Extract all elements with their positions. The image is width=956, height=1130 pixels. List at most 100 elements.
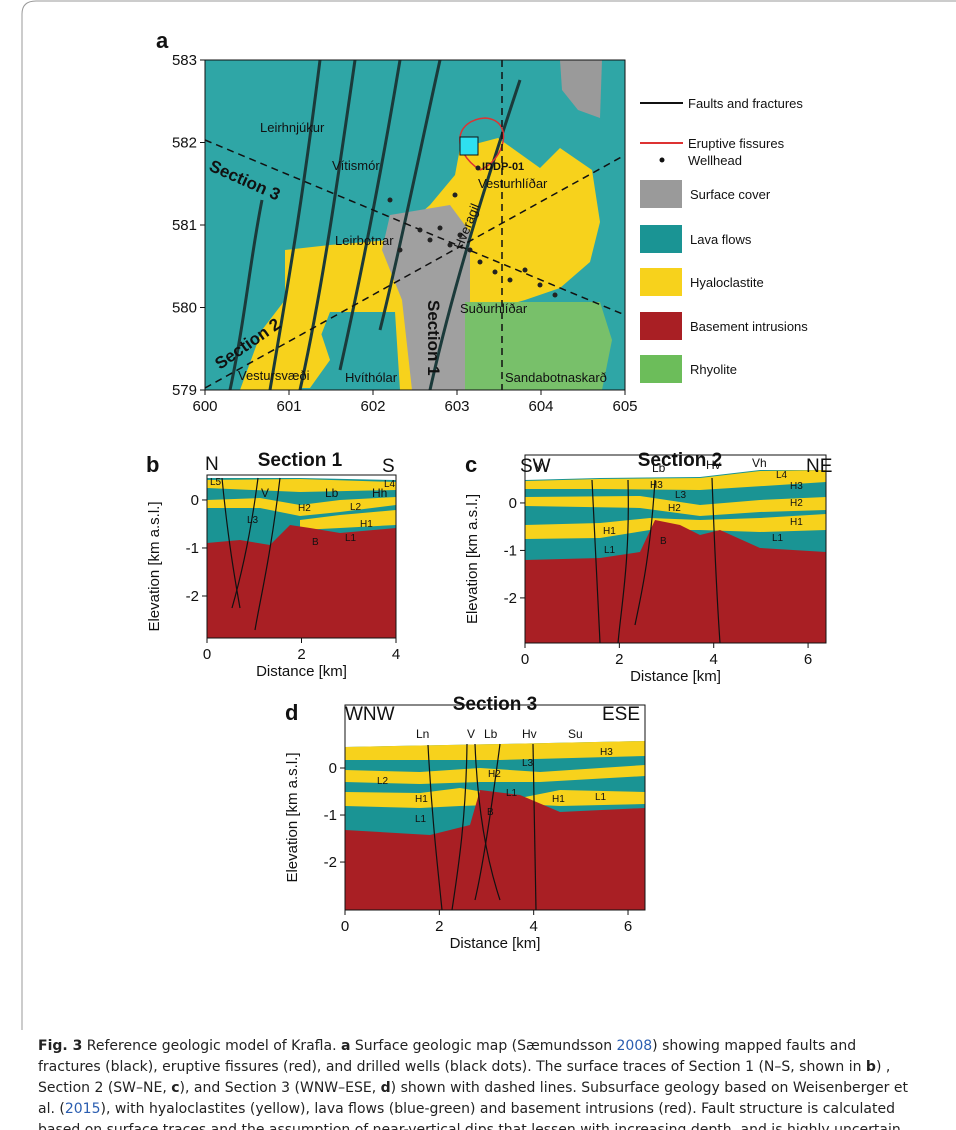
x-axis-label: Distance [km] (630, 668, 721, 685)
layer-label: H1 (790, 517, 803, 528)
layer-label: L2 (350, 502, 362, 513)
layer-label: B (487, 807, 494, 818)
map: Leirhnjúkur Section 3 Vítismór IDDP-01 V… (205, 60, 625, 390)
panel-ref: d (381, 1080, 391, 1096)
panel-ref: c (171, 1080, 179, 1096)
y-tick-label: -2 (186, 588, 199, 605)
y-axis-label: Elevation [km a.s.l.] (146, 501, 163, 631)
x-tick-label: 0 (521, 651, 529, 668)
panel-letter: b (146, 452, 159, 477)
section-label: Section 1 (424, 300, 443, 376)
citation-link[interactable]: 2015 (65, 1101, 101, 1117)
layer-label: L1 (345, 533, 357, 544)
end-label: NE (806, 456, 832, 477)
place-label: Leirhnjúkur (260, 120, 325, 135)
layer-label: V (261, 486, 269, 500)
y-axis-label: Elevation [km a.s.l.] (284, 752, 301, 882)
y-tick-label: -1 (504, 542, 517, 559)
place-label: Vestursvæði (238, 368, 310, 383)
layer-label: L1 (595, 792, 607, 803)
caption-text: Reference geologic model of Krafla. (82, 1038, 341, 1054)
legend-dot (660, 158, 665, 163)
layer-label: L3 (675, 490, 687, 501)
end-label: S (382, 456, 395, 477)
layer-label: Hv (522, 727, 537, 741)
layer-label: L1 (772, 533, 784, 544)
layer-label: H2 (488, 769, 501, 780)
layer-label: L2 (377, 776, 389, 787)
caption-text: Surface geologic map (Sæmundsson (350, 1038, 616, 1054)
layer-label: H2 (668, 503, 681, 514)
layer-label: L1 (506, 788, 518, 799)
y-tick-label: 582 (172, 135, 197, 152)
layer-label: H1 (415, 794, 428, 805)
place-label: Hvíthólar (345, 370, 398, 385)
legend-label: Eruptive fissures (688, 136, 785, 151)
x-tick-label: 0 (341, 918, 349, 935)
place-label: Vítismór (332, 158, 380, 173)
panel-letter: a (156, 28, 169, 53)
y-tick-label: 580 (172, 300, 197, 317)
y-tick-label: -2 (504, 590, 517, 607)
citation-link[interactable]: 2008 (617, 1038, 653, 1054)
layer-label: H3 (650, 480, 663, 491)
layer-label: Ln (416, 727, 429, 741)
y-tick-label: -1 (186, 540, 199, 557)
legend-swatch (640, 225, 682, 253)
layer-label: L1 (604, 545, 616, 556)
legend-swatch (640, 268, 682, 296)
x-tick-label: 605 (612, 398, 637, 415)
x-tick-label: 601 (276, 398, 301, 415)
legend: Faults and fractures Eruptive fissures W… (640, 96, 808, 383)
figure: Leirhnjúkur Section 3 Vítismór IDDP-01 V… (0, 0, 956, 1030)
x-axis-label: Distance [km] (450, 935, 541, 952)
place-label: Sandabotnaskarð (505, 370, 607, 385)
layer-label: Lb (484, 727, 498, 741)
section-1: V Lb Hh L5 L4 L3 H2 L2 H1 L1 B (207, 475, 396, 638)
layer-label: V (467, 727, 475, 741)
layer-label: H1 (552, 794, 565, 805)
x-tick-label: 2 (615, 651, 623, 668)
layer-label: H2 (298, 503, 311, 514)
layer-label: L4 (384, 479, 396, 490)
layer-label: Vh (752, 456, 767, 470)
legend-label: Surface cover (690, 187, 771, 202)
legend-label: Faults and fractures (688, 96, 803, 111)
place-label: Vesturhlíðar (478, 176, 548, 191)
x-tick-label: 2 (297, 646, 305, 663)
y-axis-label: Elevation [km a.s.l.] (464, 494, 481, 624)
section-title: Section 1 (258, 450, 343, 471)
x-tick-label: 4 (710, 651, 718, 668)
layer-label: B (312, 537, 319, 548)
section-2: Vv Lb Hv Vh H3 L3 H2 H1 L1 B L4 H3 H2 H1… (525, 455, 826, 643)
y-tick-label: 583 (172, 52, 197, 69)
x-tick-label: 2 (435, 918, 443, 935)
legend-swatch (640, 312, 682, 340)
place-label: Leirbotnar (335, 233, 394, 248)
legend-label: Lava flows (690, 232, 752, 247)
y-tick-label: -1 (324, 807, 337, 824)
layer-label: Su (568, 727, 583, 741)
legend-label: Hyaloclastite (690, 275, 764, 290)
end-label: WNW (345, 704, 395, 725)
panel-letter: c (465, 452, 477, 477)
x-tick-label: 0 (203, 646, 211, 663)
x-tick-label: 4 (530, 918, 538, 935)
legend-swatch (640, 355, 682, 383)
caption-text: ), and Section 3 (WNW–ESE, (180, 1080, 381, 1096)
legend-label: Rhyolite (690, 362, 737, 377)
legend-swatch (640, 180, 682, 208)
layer-label: L1 (415, 814, 427, 825)
layer-label: H3 (600, 747, 613, 758)
legend-label: Wellhead (688, 153, 742, 168)
y-tick-label: 579 (172, 382, 197, 399)
section-title: Section 2 (638, 450, 722, 471)
y-tick-label: 0 (191, 492, 199, 509)
x-tick-label: 600 (192, 398, 217, 415)
layer-label: L3 (522, 758, 534, 769)
x-tick-label: 6 (624, 918, 632, 935)
section-3: Ln V Lb Hv Su H3 L3 H2 L2 H1 L1 B H1 L1 … (345, 705, 645, 910)
caption-text: ), with hyaloclastites (yellow), lava fl… (38, 1101, 901, 1130)
end-label: SW (520, 456, 551, 477)
panel-letter: d (285, 700, 298, 725)
